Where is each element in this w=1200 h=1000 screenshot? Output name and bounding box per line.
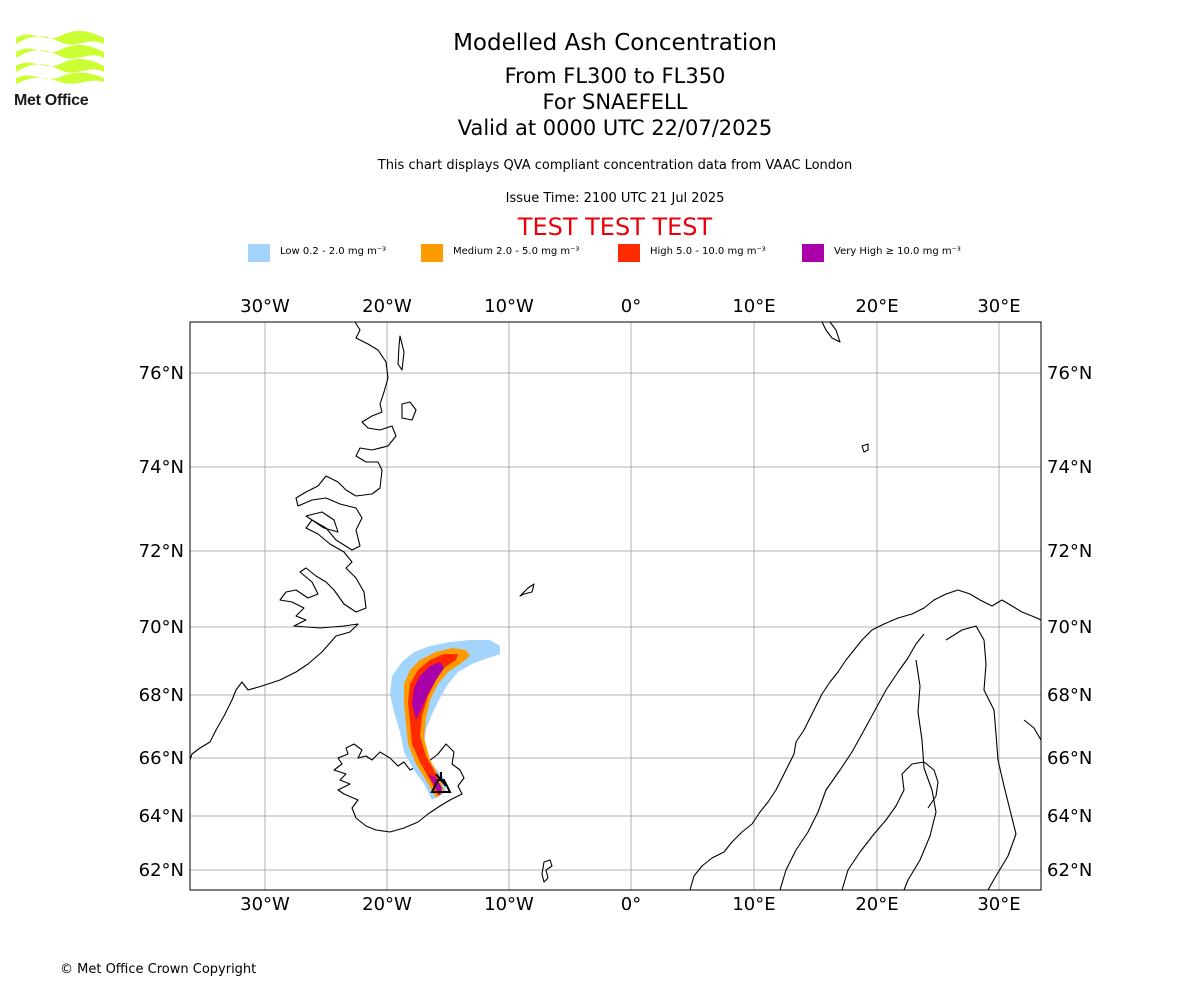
ash-plume [390, 640, 500, 800]
lon-label-bottom: 0° [621, 894, 641, 915]
lon-label-top: 30°E [977, 296, 1020, 317]
legend-swatch-high [618, 244, 640, 262]
faroe-islands-coast [541, 859, 553, 883]
lon-label-bottom: 20°W [362, 894, 412, 915]
lon-label-top: 0° [621, 296, 641, 317]
right-latitude-labels: 76°N 74°N 72°N 70°N 68°N 66°N 64°N 62°N [1047, 363, 1092, 881]
lat-label-left: 76°N [139, 363, 184, 384]
lon-label-top: 20°E [855, 296, 898, 317]
lat-label-right: 68°N [1047, 685, 1092, 706]
scandinavia-borders [779, 633, 925, 890]
bear-island-coast [861, 443, 869, 453]
chart-subtitle: This chart displays QVA compliant concen… [377, 158, 853, 173]
test-banner: TEST TEST TEST [517, 213, 713, 241]
lon-label-top: 10°W [484, 296, 534, 317]
met-office-logo: Met Office [14, 30, 106, 112]
lon-label-bottom: 10°E [732, 894, 775, 915]
lat-label-left: 72°N [139, 541, 184, 562]
legend-label-very-high: Very High ≥ 10.0 mg m⁻³ [834, 246, 961, 257]
lon-label-top: 20°W [362, 296, 412, 317]
greenland-island-2 [401, 401, 417, 421]
lat-label-left: 74°N [139, 457, 184, 478]
lat-label-right: 76°N [1047, 363, 1092, 384]
svalbard-coast [821, 322, 841, 343]
iceland-coast [333, 743, 465, 833]
volcano-icon [430, 772, 452, 793]
map-graticule [190, 322, 1041, 890]
lat-label-right: 70°N [1047, 617, 1092, 638]
lat-label-left: 70°N [139, 617, 184, 638]
left-latitude-labels: 76°N 74°N 72°N 70°N 68°N 66°N 64°N 62°N [139, 363, 184, 881]
norway-coast [689, 589, 1041, 890]
lat-label-left: 64°N [139, 806, 184, 827]
finland-border [903, 659, 937, 890]
greenland-fjord-1 [305, 511, 339, 533]
met-office-wave-logo-icon [16, 30, 104, 84]
lon-label-bottom: 30°W [240, 894, 290, 915]
volcano-name: For SNAEFELL [542, 90, 688, 114]
legend-swatch-medium [421, 244, 443, 262]
greenland-island-1 [397, 335, 405, 371]
chart-title: Modelled Ash Concentration [453, 30, 777, 56]
lon-label-bottom: 30°E [977, 894, 1020, 915]
coastlines [190, 322, 1041, 890]
lon-label-bottom: 20°E [855, 894, 898, 915]
bothnia-coast [841, 761, 939, 890]
finland-russia-border [945, 625, 1017, 890]
map-frame [189, 321, 1042, 891]
jan-mayen-coast [519, 583, 535, 597]
legend-swatch-low [248, 244, 270, 262]
lat-label-right: 72°N [1047, 541, 1092, 562]
legend-label-low: Low 0.2 - 2.0 mg m⁻³ [280, 246, 387, 257]
lat-label-right: 66°N [1047, 748, 1092, 769]
lat-label-left: 68°N [139, 685, 184, 706]
lon-label-top: 30°W [240, 296, 290, 317]
lon-label-bottom: 10°W [484, 894, 534, 915]
lat-label-left: 66°N [139, 748, 184, 769]
lat-label-right: 74°N [1047, 457, 1092, 478]
valid-time: Valid at 0000 UTC 22/07/2025 [457, 116, 773, 140]
lat-label-right: 64°N [1047, 806, 1092, 827]
copyright-notice: © Met Office Crown Copyright [60, 962, 257, 977]
greenland-coast [190, 322, 397, 761]
flight-level-range: From FL300 to FL350 [504, 64, 726, 88]
met-office-logo-text: Met Office [14, 92, 89, 109]
white-sea-coast [1023, 719, 1041, 741]
legend-label-medium: Medium 2.0 - 5.0 mg m⁻³ [453, 246, 580, 257]
bottom-longitude-labels: 30°W 20°W 10°W 0° 10°E 20°E 30°E [240, 894, 1020, 915]
lat-label-right: 62°N [1047, 860, 1092, 881]
top-longitude-labels: 30°W 20°W 10°W 0° 10°E 20°E 30°E [240, 296, 1020, 317]
legend-swatch-very-high [802, 244, 824, 262]
issue-time: Issue Time: 2100 UTC 21 Jul 2025 [505, 191, 725, 206]
lat-label-left: 62°N [139, 860, 184, 881]
ash-very-high-core [412, 662, 444, 720]
lon-label-top: 10°E [732, 296, 775, 317]
legend-label-high: High 5.0 - 10.0 mg m⁻³ [650, 246, 766, 257]
